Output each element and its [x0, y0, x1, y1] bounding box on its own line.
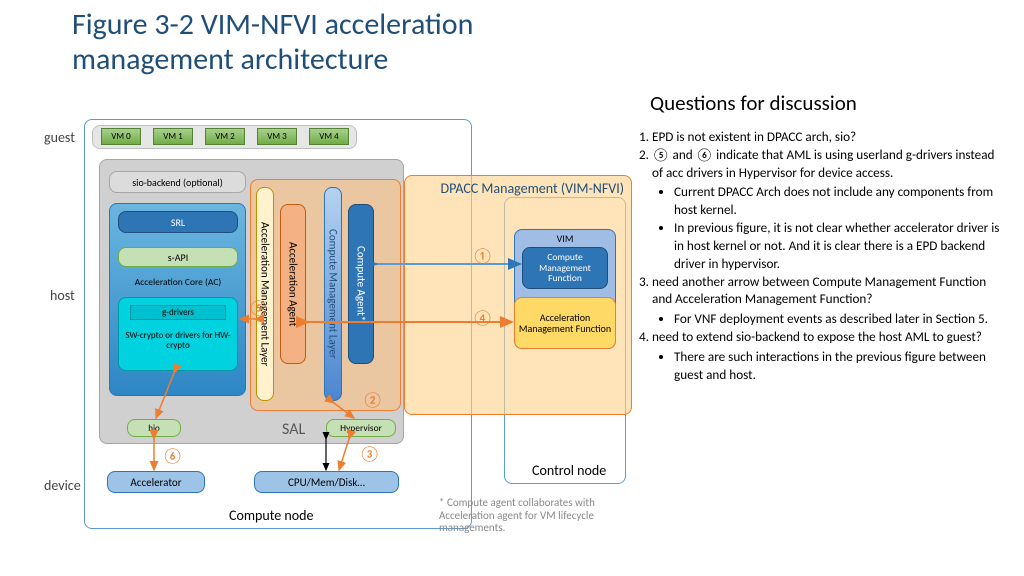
- ac-box: Acceleration Core (AC): [118, 274, 238, 289]
- hypervisor-box: Hypervisor: [326, 419, 396, 437]
- vm0: VM 0: [101, 128, 141, 145]
- circ-4: ④: [472, 309, 493, 328]
- amf-box: Acceleration Management Function: [514, 297, 616, 349]
- architecture-diagram: Compute node Control node guest host dev…: [44, 119, 634, 559]
- sio-box: sio-backend (optional): [109, 171, 246, 193]
- aml-box: Acceleration Management Layer: [256, 187, 274, 401]
- vm4: VM 4: [309, 128, 349, 145]
- sal-label: SAL: [282, 420, 305, 439]
- cpu-box: CPU/Mem/Disk…: [254, 471, 399, 493]
- circ-6: ⑥: [162, 447, 183, 466]
- acc-agent-box: Acceleration Agent: [280, 204, 306, 364]
- circ-1: ①: [472, 247, 493, 266]
- q1: EPD is not existent in DPACC arch, sio?: [652, 128, 1005, 146]
- circ-3: ③: [359, 445, 380, 464]
- hio-box: hio: [127, 419, 181, 437]
- host-label: host: [50, 287, 75, 304]
- questions-header: Questions for discussion: [650, 90, 857, 116]
- q2: ⑤ and ⑥ indicate that AML is using userl…: [652, 146, 1005, 273]
- q3: need another arrow between Compute Manag…: [652, 273, 1005, 328]
- cml-box: Compute Management Layer: [324, 187, 342, 401]
- compute-node-label: Compute node: [229, 507, 313, 524]
- sapi-box: s-API: [118, 247, 238, 267]
- figure-title: Figure 3-2 VIM-NFVI acceleration managem…: [72, 8, 592, 77]
- control-node-label: Control node: [532, 462, 606, 479]
- vm2: VM 2: [205, 128, 245, 145]
- accelerator-box: Accelerator: [107, 471, 205, 493]
- vm3: VM 3: [257, 128, 297, 145]
- circ-2: ②: [362, 391, 383, 410]
- dpacc-label: DPACC Management (VIM-NFVI): [424, 181, 624, 197]
- q4: need to extend sio-backend to expose the…: [652, 328, 1005, 383]
- compute-agent-box: Compute Agent*: [348, 204, 374, 364]
- gdrv-box: g-drivers: [130, 305, 226, 320]
- footnote: * Compute agent collaborates with Accele…: [439, 497, 614, 535]
- guest-label: guest: [44, 129, 75, 146]
- device-label: device: [44, 477, 81, 494]
- questions-list: EPD is not existent in DPACC arch, sio? …: [630, 128, 1005, 383]
- cmf-box: Compute Management Function: [522, 247, 608, 289]
- circ-5: ⑤: [248, 299, 269, 318]
- sw-box: SW-crypto or drivers for HW-crypto: [124, 331, 232, 351]
- srl-box: SRL: [118, 211, 238, 233]
- vm1: VM 1: [153, 128, 193, 145]
- vim-label: VIM: [514, 232, 616, 245]
